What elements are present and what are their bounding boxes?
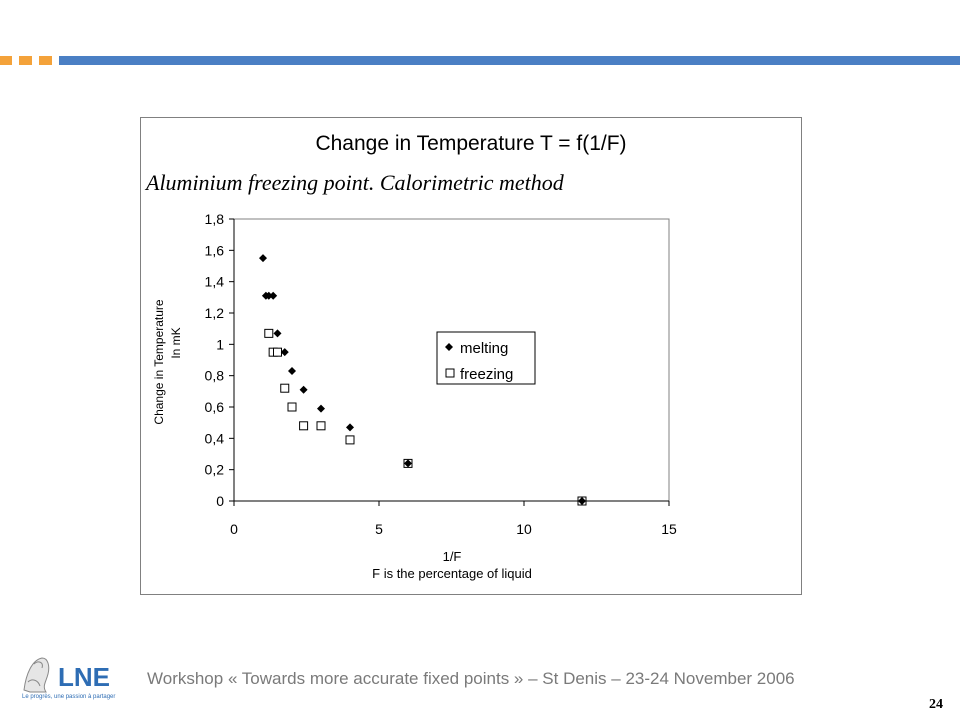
footer-text: Workshop « Towards more accurate fixed p… bbox=[147, 669, 795, 688]
header-rule bbox=[59, 56, 960, 65]
melting-point bbox=[273, 329, 282, 338]
data-marks bbox=[259, 254, 587, 506]
axes: 0 0,2 0,4 0,6 0,8 1 1,2 1,4 1,6 1,8 0 5 10 15 bbox=[205, 211, 677, 537]
freezing-point bbox=[280, 383, 290, 393]
x-axis-label: 1/F bbox=[443, 549, 462, 564]
x-tick-label: 10 bbox=[516, 521, 532, 537]
x-axis-label-line2: F is the percentage of liquid bbox=[372, 566, 532, 581]
deco-square-1 bbox=[0, 56, 12, 65]
melting-point bbox=[259, 254, 267, 263]
x-tick-label: 0 bbox=[230, 521, 238, 537]
melting-point bbox=[299, 385, 308, 394]
y-tick-label: 0,8 bbox=[205, 368, 225, 384]
marianne-logo-icon: LNE Le progrès, une passion à partager bbox=[22, 657, 115, 700]
chart-title: Change in Temperature T = f(1/F) bbox=[315, 132, 627, 155]
lne-logo: LNE Le progrès, une passion à partager bbox=[20, 652, 130, 700]
y-axis-label-line2: In mK bbox=[169, 327, 183, 358]
freezing-point bbox=[299, 421, 309, 431]
freezing-point bbox=[316, 421, 326, 431]
freezing-point bbox=[264, 328, 274, 338]
y-tick-label: 1,4 bbox=[205, 274, 225, 290]
y-tick-label: 0 bbox=[216, 493, 224, 509]
deco-square-3 bbox=[39, 56, 52, 65]
melting-point bbox=[288, 366, 296, 375]
y-tick-label: 1,6 bbox=[205, 242, 225, 258]
chart-subtitle: Aluminium freezing point. Calorimetric m… bbox=[146, 170, 564, 195]
deco-square-2 bbox=[19, 56, 32, 65]
y-tick-label: 1,8 bbox=[205, 211, 225, 227]
legend-diamond-marker bbox=[445, 343, 453, 351]
logo-wordmark: LNE bbox=[58, 662, 110, 692]
y-tick-label: 1 bbox=[216, 336, 224, 352]
melting-point bbox=[317, 404, 325, 413]
legend-square-marker bbox=[445, 368, 455, 378]
x-tick-label: 15 bbox=[661, 521, 677, 537]
melting-point bbox=[269, 291, 278, 300]
melting-point bbox=[404, 459, 412, 468]
legend-label-freezing: freezing bbox=[460, 366, 513, 383]
logo-tagline: Le progrès, une passion à partager bbox=[22, 694, 115, 700]
melting-point bbox=[280, 348, 289, 357]
legend-label-melting: melting bbox=[460, 340, 508, 357]
x-tick-label: 5 bbox=[375, 521, 383, 537]
y-tick-label: 1,2 bbox=[205, 305, 225, 321]
melting-point bbox=[578, 497, 586, 505]
y-tick-label: 0,2 bbox=[205, 462, 225, 478]
page-number: 24 bbox=[929, 697, 943, 712]
y-tick-label: 0,6 bbox=[205, 399, 225, 415]
freezing-point bbox=[345, 435, 355, 445]
melting-point bbox=[264, 291, 273, 300]
freezing-point bbox=[287, 402, 297, 412]
freezing-point bbox=[273, 347, 282, 357]
y-axis-label: Change in Temperature bbox=[152, 299, 166, 425]
y-tick-label: 0,4 bbox=[205, 430, 225, 446]
legend: melting freezing bbox=[436, 331, 536, 385]
melting-point bbox=[346, 423, 354, 432]
